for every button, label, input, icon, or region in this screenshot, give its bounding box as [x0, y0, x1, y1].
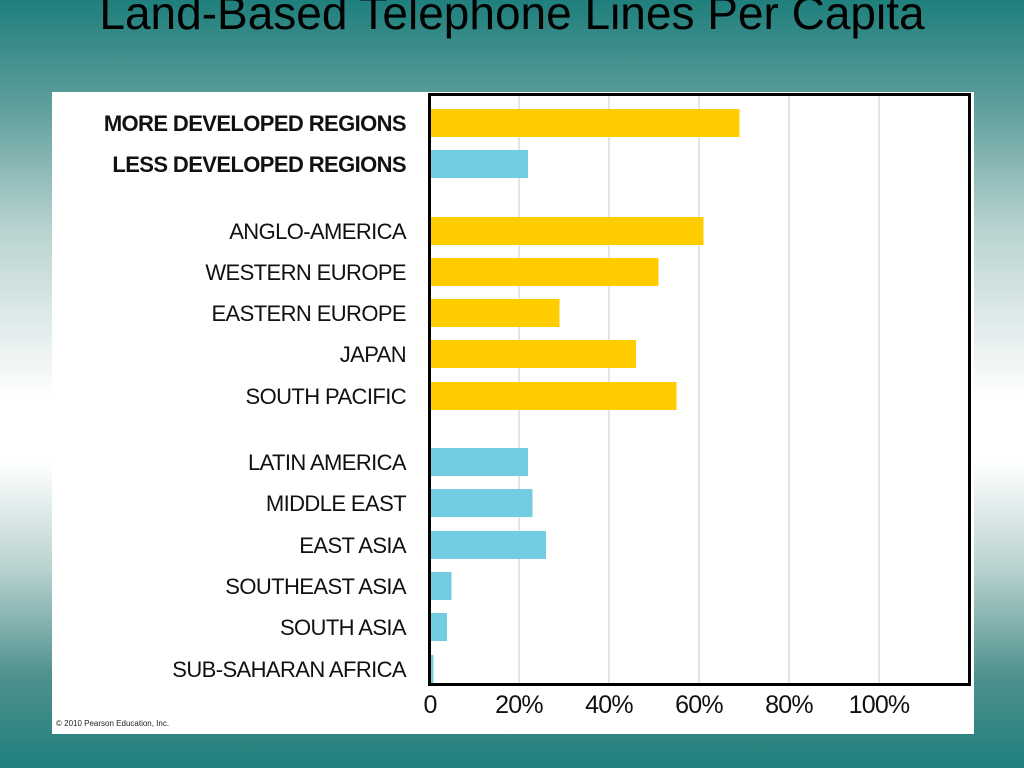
category-label-0: MORE DEVELOPED REGIONS — [104, 111, 406, 136]
gridlines — [518, 96, 880, 683]
bars — [429, 109, 740, 683]
slide-title: Land-Based Telephone Lines Per Capita — [99, 0, 925, 39]
bar-10 — [429, 572, 452, 600]
bar-9 — [429, 531, 546, 559]
tick-label-1: 20% — [495, 691, 543, 719]
bar-5 — [429, 340, 636, 368]
category-label-12: SUB-SAHARAN AFRICA — [172, 657, 407, 682]
category-label-1: LESS DEVELOPED REGIONS — [112, 152, 406, 177]
bar-1 — [429, 150, 528, 178]
bar-3 — [429, 258, 659, 286]
bar-7 — [429, 448, 528, 476]
tick-label-0: 0 — [423, 691, 436, 719]
category-label-3: WESTERN EUROPE — [205, 260, 406, 285]
tick-label-5: 100% — [849, 691, 910, 719]
category-label-4: EASTERN EUROPE — [211, 301, 406, 326]
bar-2 — [429, 217, 704, 245]
category-label-10: SOUTHEAST ASIA — [225, 574, 407, 599]
tick-label-4: 80% — [765, 691, 813, 719]
chart-panel: MORE DEVELOPED REGIONS LESS DEVELOPED REG… — [52, 92, 974, 734]
tick-label-3: 60% — [675, 691, 723, 719]
bar-12 — [429, 655, 434, 683]
bar-8 — [429, 489, 533, 517]
bar-11 — [429, 613, 447, 641]
tick-label-2: 40% — [585, 691, 633, 719]
category-label-11: SOUTH ASIA — [280, 615, 407, 640]
bar-4 — [429, 299, 560, 327]
category-label-5: JAPAN — [340, 342, 406, 367]
bar-0 — [429, 109, 740, 137]
bar-chart: MORE DEVELOPED REGIONS LESS DEVELOPED REG… — [56, 93, 971, 728]
category-label-7: LATIN AMERICA — [248, 450, 407, 475]
bar-6 — [429, 382, 677, 410]
copyright-text: © 2010 Pearson Education, Inc. — [56, 719, 169, 728]
category-label-2: ANGLO-AMERICA — [229, 219, 407, 244]
plot-frame — [428, 93, 971, 686]
category-label-6: SOUTH PACIFIC — [246, 384, 407, 409]
category-label-9: EAST ASIA — [299, 533, 407, 558]
category-labels: MORE DEVELOPED REGIONS LESS DEVELOPED REG… — [104, 111, 408, 682]
category-label-8: MIDDLE EAST — [266, 491, 406, 516]
tick-labels: 0 20% 40% 60% 80% 100% — [423, 691, 910, 719]
